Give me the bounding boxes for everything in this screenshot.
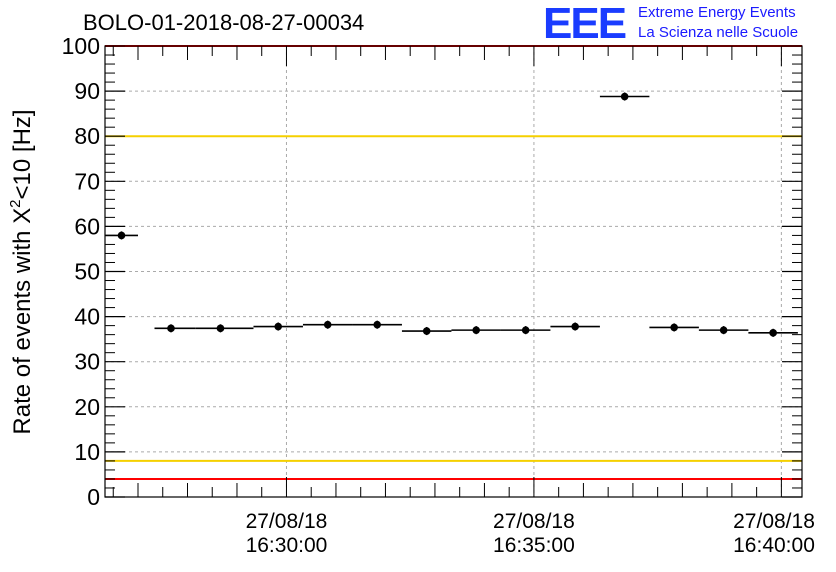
data-point — [571, 322, 579, 331]
data-point — [769, 329, 777, 337]
data-point — [472, 326, 480, 334]
grid-layer — [105, 46, 802, 497]
data-point — [117, 231, 126, 240]
x-tick-date: 27/08/18 — [733, 510, 815, 533]
y-tick-label: 70 — [74, 168, 100, 194]
data-point — [719, 326, 728, 334]
axis-ticks — [105, 45, 802, 498]
data-point — [620, 92, 629, 101]
y-tick-label: 50 — [74, 259, 100, 285]
chart-title: BOLO-01-2018-08-27-00034 — [83, 10, 365, 35]
data-point — [274, 322, 283, 331]
x-tick-time: 16:30:00 — [245, 534, 328, 557]
logo-line-1: Extreme Energy Events — [638, 4, 796, 21]
x-tick-label: 27/08/18 16:40:00 — [714, 510, 834, 558]
x-tick-date: 27/08/18 — [493, 510, 575, 533]
x-tick-time: 16:35:00 — [493, 534, 575, 557]
y-tick-label: 30 — [74, 349, 100, 375]
y-tick-label: 10 — [74, 439, 100, 465]
data-point — [323, 320, 332, 329]
y-tick-labels: 0 10 20 30 40 50 60 70 80 90 100 — [62, 33, 100, 510]
y-tick-label: 100 — [62, 33, 100, 59]
data-point — [167, 324, 175, 333]
y-tick-label: 0 — [87, 484, 100, 510]
data-points — [105, 92, 798, 337]
y-tick-label: 40 — [74, 304, 100, 330]
x-tick-label: 27/08/18 16:30:00 — [226, 510, 346, 558]
logo-mark: EEE — [543, 0, 627, 48]
x-tick-label: 27/08/18 16:35:00 — [474, 510, 594, 558]
eee-logo: EEE Extreme Energy Events La Scienza nel… — [543, 2, 833, 46]
x-tick-date: 27/08/18 — [245, 510, 328, 533]
data-point — [216, 324, 225, 333]
y-tick-label: 90 — [74, 78, 100, 104]
data-point — [670, 323, 678, 332]
y-tick-label: 20 — [74, 394, 100, 420]
logo-line-2: La Scienza nelle Scuole — [638, 24, 799, 41]
reference-lines — [105, 45, 802, 480]
y-tick-label: 60 — [74, 213, 100, 239]
x-tick-time: 16:40:00 — [733, 534, 815, 557]
data-point — [373, 320, 382, 329]
y-tick-label: 80 — [74, 123, 100, 149]
y-axis-title: Rate of events with X2<10 [Hz] — [7, 109, 36, 434]
data-point — [521, 326, 530, 334]
data-point — [422, 327, 431, 335]
